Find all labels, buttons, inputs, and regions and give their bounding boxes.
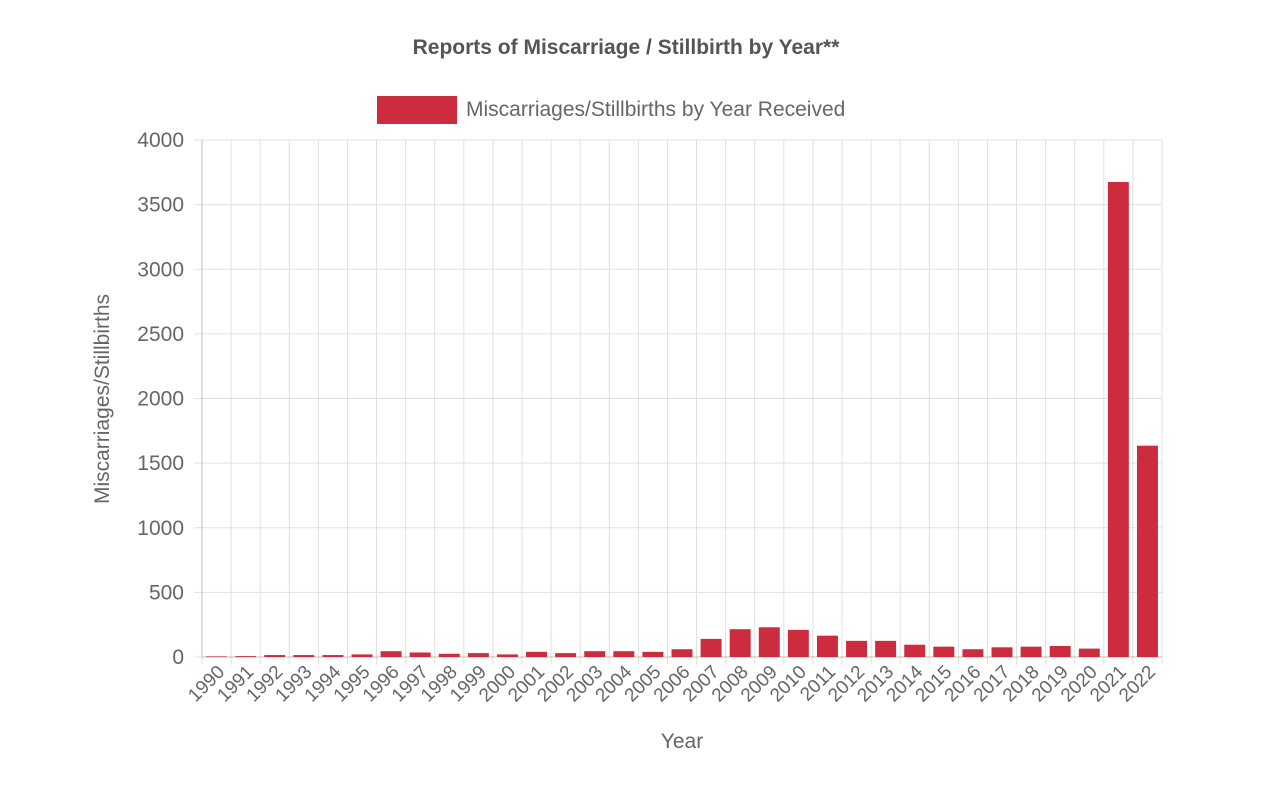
bar-2022[interactable] [1136, 445, 1158, 657]
bar-2005[interactable] [642, 651, 664, 657]
bar-1990[interactable] [206, 656, 228, 657]
bar-2014[interactable] [904, 644, 926, 657]
bar-2002[interactable] [555, 653, 577, 657]
legend[interactable]: Miscarriages/Stillbirths by Year Receive… [377, 96, 845, 124]
bar-1992[interactable] [264, 655, 286, 657]
bar-1997[interactable] [409, 652, 431, 657]
bar-2008[interactable] [729, 629, 751, 657]
y-tick-labels: 0 500 1000 1500 2000 2500 3000 3500 4000 [137, 129, 184, 669]
bar-1999[interactable] [467, 653, 489, 657]
y-axis-title: Miscarriages/Stillbirths [91, 294, 114, 504]
bar-2000[interactable] [496, 654, 518, 657]
bar-2010[interactable] [787, 629, 809, 657]
x-tick-labels: 1990199119921993199419951996199719981999… [184, 661, 1160, 706]
bars [206, 182, 1158, 657]
y-tick-label: 3500 [137, 194, 184, 217]
bar-1994[interactable] [322, 655, 344, 657]
bar-1998[interactable] [438, 653, 460, 657]
bar-2011[interactable] [816, 635, 838, 657]
bar-2007[interactable] [700, 638, 722, 657]
bar-2017[interactable] [991, 647, 1013, 657]
y-tick-label: 500 [149, 581, 184, 604]
grid [194, 139, 1163, 665]
bar-2020[interactable] [1078, 648, 1100, 657]
y-tick-label: 1000 [137, 517, 184, 540]
y-tick-label: 4000 [137, 129, 184, 152]
bar-2013[interactable] [875, 640, 897, 657]
bar-2012[interactable] [846, 640, 868, 657]
bar-2006[interactable] [671, 649, 693, 657]
legend-label: Miscarriages/Stillbirths by Year Receive… [466, 98, 845, 121]
bar-2021[interactable] [1107, 182, 1129, 657]
bar-1993[interactable] [293, 655, 315, 657]
bar-1995[interactable] [351, 654, 373, 657]
y-tick-label: 2500 [137, 323, 184, 346]
y-tick-label: 2000 [137, 388, 184, 411]
chart-title: Reports of Miscarriage / Stillbirth by Y… [413, 36, 841, 59]
bar-1996[interactable] [380, 651, 402, 657]
bar-2009[interactable] [758, 627, 780, 657]
y-tick-label: 3000 [137, 258, 184, 281]
bar-2003[interactable] [584, 651, 606, 657]
x-axis-title: Year [661, 730, 703, 753]
bar-1991[interactable] [235, 656, 257, 657]
bar-2019[interactable] [1049, 646, 1071, 657]
bar-2018[interactable] [1020, 646, 1042, 657]
bar-2001[interactable] [526, 651, 548, 657]
bar-2015[interactable] [933, 646, 955, 657]
y-tick-label: 0 [172, 646, 184, 669]
y-tick-label: 1500 [137, 452, 184, 475]
bar-2016[interactable] [962, 649, 984, 657]
legend-swatch [377, 96, 457, 124]
bar-2004[interactable] [613, 651, 635, 657]
